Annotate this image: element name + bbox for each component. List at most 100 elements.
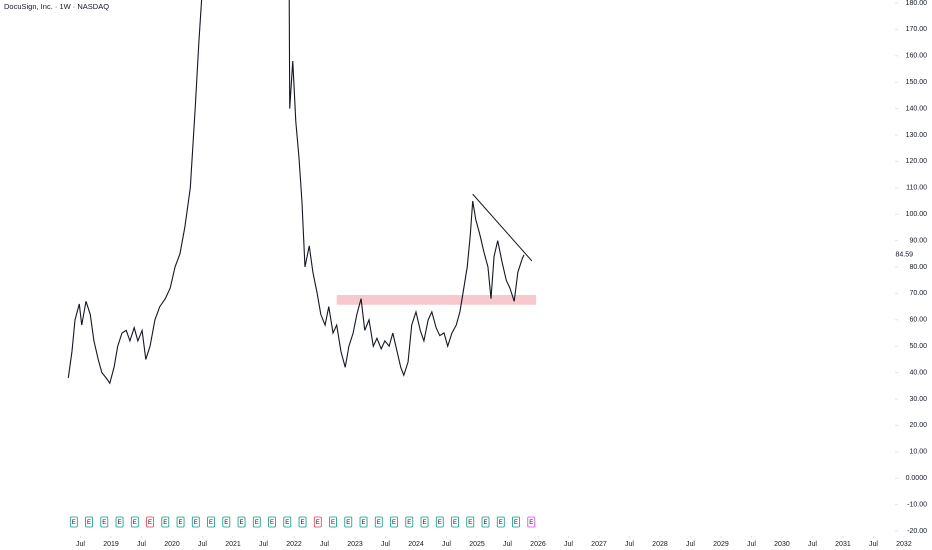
earnings-marker [100,516,109,528]
earnings-label: E [148,520,152,526]
y-tick-label: 130.00 [906,132,928,139]
earnings-label: E [377,520,381,526]
earnings-marker [512,516,520,528]
x-tick-label: 2019 [103,541,119,548]
earnings-marker [130,516,139,528]
price-line [67,0,525,385]
earnings-marker [481,516,490,528]
earnings-marker [420,516,429,528]
earnings-marker [176,516,185,528]
earnings-marker [466,516,475,528]
earnings-label: E [423,520,427,526]
y-tick-label: 110.00 [906,185,927,192]
x-tick-label: 2026 [530,541,546,548]
x-tick-label: 2027 [591,541,607,548]
x-tick-label: Jul [381,541,390,548]
y-tick-label: 20.00 [909,422,927,429]
earnings-label: E [240,520,244,526]
earnings-marker [298,516,307,528]
last-price-label: 84.59 [895,252,913,259]
earnings-marker [222,516,231,528]
x-tick-label: Jul [259,541,268,548]
earnings-label: E [346,520,350,526]
y-tick-label: 100.00 [906,211,928,218]
y-tick-label: 160.00 [906,53,928,60]
earnings-label: E [270,520,274,526]
x-tick-label: 2028 [652,541,668,548]
earnings-label: E [285,520,289,526]
earnings-marker [527,516,536,528]
x-tick-label: 2029 [713,541,729,548]
earnings-marker [405,516,414,528]
y-tick-label: 40.00 [909,369,927,376]
y-tick-label: 60.00 [909,317,927,324]
x-tick-label: 2022 [286,541,302,548]
x-tick-label: Jul [198,541,207,548]
earnings-marker [435,516,444,528]
y-tick-label: 150.00 [906,79,928,86]
earnings-label: E [194,520,198,526]
earnings-marker [359,516,368,528]
earnings-label: E [484,520,488,526]
y-tick-label: 140.00 [906,105,928,112]
earnings-marker [390,516,398,528]
earnings-label: E [529,520,533,526]
trendline [472,193,533,262]
x-tick-label: Jul [869,541,878,548]
earnings-marker [85,516,93,528]
earnings-label: E [331,520,335,526]
earnings-label: E [163,520,167,526]
earnings-marker [161,516,170,528]
earnings-marker [329,516,337,528]
y-tick-label: 0.0000 [906,475,928,482]
earnings-marker [191,516,200,528]
earnings-label: E [72,520,76,526]
earnings-marker [451,516,459,528]
earnings-marker [344,516,353,528]
x-tick-label: Jul [686,541,695,548]
earnings-label: E [407,520,411,526]
y-tick-label: 30.00 [909,396,927,403]
y-tick-label: 80.00 [909,264,927,271]
x-tick-label: 2030 [774,541,790,548]
support-zone [336,294,537,305]
x-tick-label: Jul [747,541,756,548]
x-tick-label: Jul [442,541,451,548]
earnings-marker [115,516,124,528]
y-tick-label: 50.00 [909,343,927,350]
y-tick-label: 170.00 [906,26,928,33]
earnings-label: E [468,520,472,526]
earnings-marker [207,516,215,528]
y-tick-label: -10.00 [907,501,927,508]
chart-title: DocuSign, Inc. · 1W · NASDAQ [4,2,109,11]
earnings-label: E [179,520,183,526]
y-tick-label: 70.00 [909,290,927,297]
earnings-label: E [224,520,228,526]
earnings-label: E [102,520,106,526]
x-tick-label: Jul [76,541,85,548]
x-tick-label: 2032 [896,541,912,548]
earnings-marker [313,516,322,528]
earnings-label: E [118,520,122,526]
earnings-marker [252,516,261,528]
x-tick-label: 2021 [225,541,241,548]
earnings-marker [283,516,292,528]
earnings-label: E [392,520,396,526]
x-tick-label: Jul [320,541,329,548]
x-tick-label: 2023 [347,541,363,548]
earnings-marker [69,516,78,528]
earnings-label: E [255,520,259,526]
x-tick-label: Jul [564,541,573,548]
earnings-label: E [514,520,518,526]
y-tick-label: 10.00 [909,449,927,456]
y-tick-label: 90.00 [909,237,927,244]
earnings-label: E [209,520,213,526]
earnings-marker [237,516,246,528]
earnings-label: E [87,520,91,526]
y-tick-label: 120.00 [906,158,928,165]
earnings-label: E [362,520,366,526]
y-tick-label: -20.00 [907,528,927,535]
x-tick-label: Jul [625,541,634,548]
x-tick-label: 2024 [408,541,424,548]
earnings-label: E [499,520,503,526]
